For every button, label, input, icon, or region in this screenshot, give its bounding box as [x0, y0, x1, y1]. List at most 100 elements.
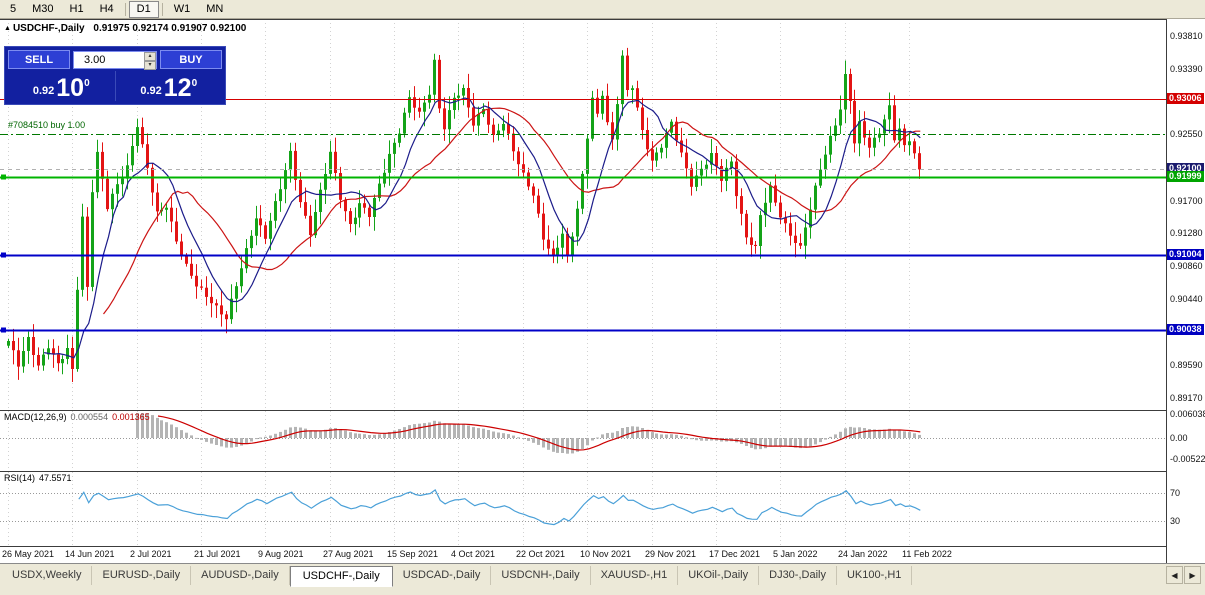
- candlestick-chart: [0, 19, 1166, 410]
- panel-separator: [0, 19, 1205, 20]
- tab-usdcad-daily[interactable]: USDCAD-,Daily: [393, 566, 492, 585]
- price-scale-separator: [1166, 19, 1167, 563]
- price-chart-panel[interactable]: ▲ USDCHF-,Daily 0.91975 0.92174 0.91907 0…: [0, 19, 1166, 410]
- toolbar-separator: [161, 2, 163, 16]
- panel-separator[interactable]: [0, 471, 1205, 472]
- volume-input[interactable]: 3.00 ▴ ▾: [73, 50, 157, 70]
- chart-tab-bar: USDX,Weekly EURUSD-,Daily AUDUSD-,Daily USD…: [0, 563, 1205, 595]
- one-click-trading-panel: SELL 3.00 ▴ ▾ BUY 0.92 10 0 0.92 12 0: [4, 46, 226, 105]
- rsi-tick-label: 70: [1170, 488, 1181, 498]
- price-scale[interactable]: 0.93810 0.93390 0.92550 0.91700 0.91280 0.908…: [1167, 19, 1205, 563]
- macd-value-signal: 0.001365: [112, 412, 150, 422]
- macd-chart: [0, 411, 1166, 471]
- price-tick-label: 0.89590: [1170, 360, 1203, 370]
- date-label: 5 Jan 2022: [773, 549, 818, 559]
- macd-value-main: 0.000554: [70, 412, 109, 422]
- macd-panel[interactable]: MACD(12,26,9) 0.000554 0.001365: [0, 411, 1166, 471]
- date-label: 26 May 2021: [2, 549, 55, 559]
- timeframe-5-button[interactable]: 5: [2, 1, 24, 18]
- tab-ukoil-daily[interactable]: UKOil-,Daily: [678, 566, 760, 585]
- macd-tick-label: 0.006038: [1170, 409, 1205, 419]
- date-label: 14 Jun 2021: [65, 549, 115, 559]
- panel-separator: [0, 546, 1205, 547]
- symbol-arrow-icon: ▲: [4, 24, 11, 32]
- rsi-panel[interactable]: RSI(14) 47.5571: [0, 472, 1166, 546]
- timeframe-h4-button[interactable]: H4: [92, 1, 122, 18]
- ask-price-big-digits: 12: [163, 74, 192, 102]
- price-tick-label: 0.91280: [1170, 228, 1203, 238]
- bid-price-prefix: 0.92: [32, 85, 55, 97]
- price-tick-label: 0.91700: [1170, 196, 1203, 206]
- sell-button[interactable]: SELL: [8, 50, 70, 69]
- tab-audusd-daily[interactable]: AUDUSD-,Daily: [191, 566, 290, 585]
- date-label: 24 Jan 2022: [838, 549, 888, 559]
- open-position-label: #7084510 buy 1.00: [8, 120, 86, 130]
- spin-up-icon[interactable]: ▴: [144, 51, 156, 61]
- date-label: 27 Aug 2021: [323, 549, 374, 559]
- date-label: 2 Jul 2021: [130, 549, 172, 559]
- chart-title: ▲ USDCHF-,Daily 0.91975 0.92174 0.91907 0…: [4, 23, 246, 34]
- price-badge: 0.93006: [1167, 93, 1204, 104]
- macd-name: MACD(12,26,9): [4, 412, 67, 422]
- timeframe-m30-button[interactable]: M30: [24, 1, 61, 18]
- chart-tabs: USDX,Weekly EURUSD-,Daily AUDUSD-,Daily USD…: [2, 566, 913, 587]
- price-badge: 0.92100: [1167, 163, 1204, 174]
- time-axis[interactable]: 26 May 2021 14 Jun 2021 2 Jul 2021 21 Jul 2…: [0, 547, 1166, 563]
- bid-price-big-digits: 10: [56, 74, 85, 102]
- toolbar-separator: [124, 2, 126, 16]
- bid-price-pipette: 0: [84, 78, 90, 89]
- tab-usdcnh-daily[interactable]: USDCNH-,Daily: [491, 566, 591, 585]
- date-label: 10 Nov 2021: [580, 549, 632, 559]
- rsi-tick-label: 30: [1170, 516, 1181, 526]
- timeframe-d1-button[interactable]: D1: [128, 0, 159, 18]
- tab-usdchf-daily[interactable]: USDCHF-,Daily: [289, 566, 393, 587]
- tab-eurusd-daily[interactable]: EURUSD-,Daily: [92, 566, 192, 585]
- price-tick-label: 0.93390: [1170, 64, 1203, 74]
- rsi-value: 47.5571: [39, 473, 72, 483]
- date-label: 29 Nov 2021: [645, 549, 697, 559]
- tab-scroll-left-button[interactable]: ◀: [1166, 566, 1183, 584]
- panel-separator[interactable]: [0, 410, 1205, 411]
- tab-dj30-daily[interactable]: DJ30-,Daily: [759, 566, 837, 585]
- tab-uk100-h1[interactable]: UK100-,H1: [837, 566, 913, 585]
- rsi-chart: [0, 472, 1166, 546]
- ohlc-values: 0.91975 0.92174 0.91907 0.92100: [93, 23, 247, 34]
- timeframe-h1-button[interactable]: H1: [62, 1, 92, 18]
- date-label: 9 Aug 2021: [258, 549, 304, 559]
- tab-xauusd-h1[interactable]: XAUUSD-,H1: [591, 566, 679, 585]
- bid-price: 0.92 10 0: [8, 71, 116, 101]
- date-label: 21 Jul 2021: [194, 549, 241, 559]
- spin-down-icon[interactable]: ▾: [144, 60, 156, 70]
- date-label: 11 Feb 2022: [902, 549, 952, 559]
- rsi-name: RSI(14): [4, 473, 36, 483]
- timeframe-toolbar: 5 M30 H1 H4 D1 W1 MN: [0, 0, 1205, 19]
- price-tick-label: 0.90860: [1170, 261, 1203, 271]
- buy-button[interactable]: BUY: [160, 50, 222, 69]
- timeframe-mn-button[interactable]: MN: [198, 1, 231, 18]
- timeframe-w1-button[interactable]: W1: [166, 1, 199, 18]
- price-badge: 0.91999: [1167, 171, 1204, 182]
- price-tick-label: 0.90440: [1170, 294, 1203, 304]
- ask-price-prefix: 0.92: [140, 85, 162, 97]
- tab-scroll-right-button[interactable]: ▶: [1184, 566, 1201, 584]
- volume-value: 3.00: [84, 53, 106, 66]
- price-tick-label: 0.92550: [1170, 129, 1203, 139]
- volume-spinner: ▴ ▾: [144, 51, 156, 70]
- date-label: 17 Dec 2021: [709, 549, 761, 559]
- date-label: 15 Sep 2021: [387, 549, 439, 559]
- ask-price: 0.92 12 0: [116, 71, 223, 101]
- ask-price-pipette: 0: [191, 78, 198, 89]
- price-badge: 0.91004: [1167, 249, 1204, 260]
- macd-label: MACD(12,26,9) 0.000554 0.001365: [4, 412, 150, 422]
- tab-usdx-weekly[interactable]: USDX,Weekly: [2, 566, 93, 585]
- price-badge: 0.90038: [1167, 324, 1204, 335]
- price-tick-label: 0.93810: [1170, 31, 1203, 41]
- date-label: 4 Oct 2021: [451, 549, 496, 559]
- rsi-label: RSI(14) 47.5571: [4, 473, 72, 483]
- macd-tick-label: 0.00: [1170, 433, 1188, 443]
- tab-scroll-buttons: ◀ ▶: [1166, 566, 1203, 584]
- date-label: 22 Oct 2021: [516, 549, 566, 559]
- price-tick-label: 0.89170: [1170, 393, 1203, 403]
- chart-symbol-label: USDCHF-,Daily: [12, 23, 85, 34]
